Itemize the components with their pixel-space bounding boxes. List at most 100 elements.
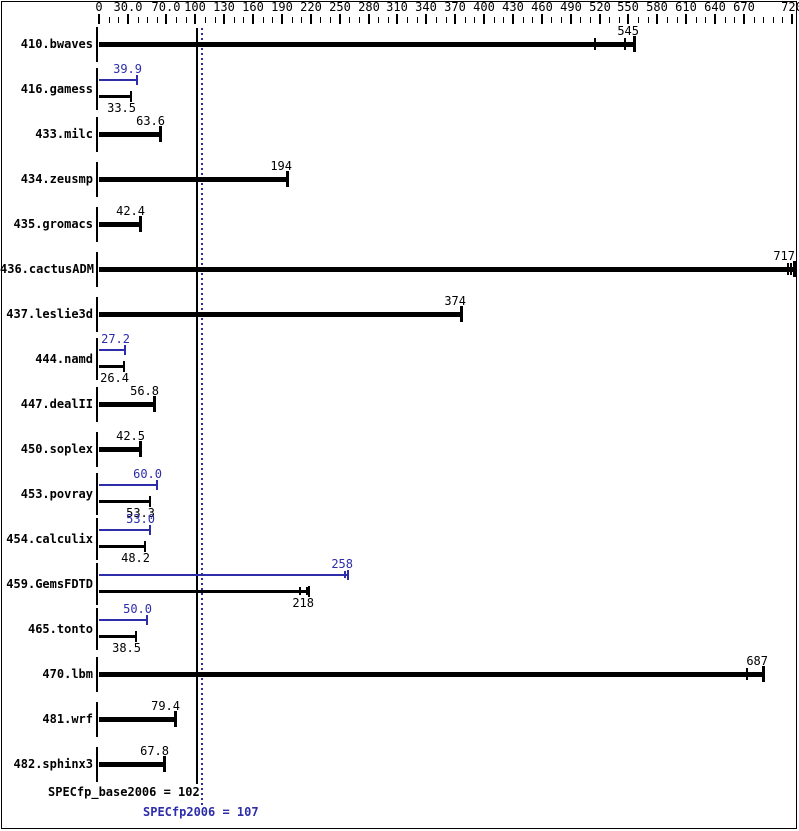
x-axis-tick xyxy=(320,17,321,23)
x-axis-tick xyxy=(677,17,678,23)
peak-value-label: 39.9 xyxy=(113,62,142,76)
x-axis-tick xyxy=(205,17,206,23)
base-run-tick xyxy=(299,587,301,595)
x-axis-tick xyxy=(648,17,649,23)
peak-end-tick xyxy=(347,570,349,580)
x-axis-tick xyxy=(667,17,668,23)
x-axis-tick xyxy=(619,17,620,23)
x-axis-tick xyxy=(301,17,302,23)
x-axis-tick xyxy=(743,14,745,24)
x-axis-tick xyxy=(609,17,610,23)
x-axis-label: 30.0 xyxy=(113,0,143,14)
base-end-tick xyxy=(460,306,463,322)
x-axis-label: 0 xyxy=(95,0,103,14)
base-value-label: 218 xyxy=(292,596,314,610)
x-axis-label: 160 xyxy=(242,0,264,14)
base-value-label: 63.6 xyxy=(136,114,165,128)
benchmark-label: 437.leslie3d xyxy=(6,307,93,321)
x-axis-tick xyxy=(656,14,658,24)
peak-end-tick xyxy=(146,615,148,625)
row-baseline xyxy=(96,747,98,782)
x-axis-label: 670 xyxy=(733,0,755,14)
base-end-tick xyxy=(123,361,125,372)
base-end-tick xyxy=(139,441,142,457)
base-bar xyxy=(99,95,131,98)
base-value-label: 56.8 xyxy=(130,384,159,398)
base-bar xyxy=(99,762,164,767)
row-baseline xyxy=(96,297,98,332)
benchmark-label: 447.dealII xyxy=(20,397,93,411)
x-axis-tick xyxy=(118,17,119,23)
x-axis-tick xyxy=(561,17,562,23)
x-axis-label: 460 xyxy=(531,0,553,14)
base-value-label: 194 xyxy=(270,159,292,173)
x-axis-label: 250 xyxy=(329,0,351,14)
specfp-base-score: SPECfp_base2006 = 102 xyxy=(48,785,200,799)
x-axis-tick xyxy=(734,17,735,23)
row-baseline xyxy=(96,518,98,560)
x-axis-tick xyxy=(446,17,447,23)
x-axis-label: 340 xyxy=(415,0,437,14)
row-baseline xyxy=(96,68,98,110)
benchmark-label: 454.calculix xyxy=(6,532,93,546)
x-axis-tick xyxy=(378,17,379,23)
base-bar xyxy=(99,672,763,677)
base-end-tick xyxy=(139,216,142,232)
benchmark-label: 453.povray xyxy=(20,487,93,501)
x-axis-tick xyxy=(147,17,148,23)
base-run-tick xyxy=(790,263,792,275)
benchmark-label: 450.soplex xyxy=(20,442,93,456)
base-value-label: 26.4 xyxy=(100,371,129,385)
x-axis-tick xyxy=(773,17,774,23)
peak-score-reference-line xyxy=(201,28,203,806)
base-value-label: 717 xyxy=(773,249,795,263)
benchmark-label: 434.zeusmp xyxy=(20,172,93,186)
x-axis-tick xyxy=(127,14,129,24)
x-axis-tick xyxy=(551,17,552,23)
base-value-label: 79.4 xyxy=(151,699,180,713)
benchmark-label: 410.bwaves xyxy=(20,37,93,51)
x-axis-tick xyxy=(696,17,697,23)
x-axis-label: 520 xyxy=(589,0,611,14)
x-axis-tick xyxy=(425,14,427,24)
peak-value-label: 50.0 xyxy=(123,602,152,616)
x-axis-tick xyxy=(349,17,350,23)
benchmark-label: 416.gamess xyxy=(20,82,93,96)
x-axis-tick xyxy=(454,14,456,24)
x-axis-label: 610 xyxy=(675,0,697,14)
row-baseline xyxy=(96,563,98,605)
x-axis-tick xyxy=(339,14,341,24)
base-bar xyxy=(99,402,154,407)
x-axis-tick xyxy=(791,14,793,24)
peak-value-label: 53.0 xyxy=(126,512,155,526)
peak-end-tick xyxy=(136,75,138,85)
x-axis-tick xyxy=(436,17,437,23)
x-axis-label: 720 xyxy=(781,0,799,14)
benchmark-label: 444.namd xyxy=(35,352,93,366)
x-axis-tick xyxy=(186,17,187,23)
x-axis-tick xyxy=(252,14,254,24)
row-baseline xyxy=(96,387,98,422)
base-end-tick xyxy=(159,126,162,142)
base-end-tick xyxy=(174,711,177,727)
x-axis-tick xyxy=(523,17,524,23)
benchmark-label: 433.milc xyxy=(35,127,93,141)
x-axis-tick xyxy=(109,17,110,23)
x-axis-tick xyxy=(590,17,591,23)
x-axis-tick xyxy=(638,17,639,23)
peak-end-tick xyxy=(149,525,151,535)
base-value-label: 67.8 xyxy=(140,744,169,758)
x-axis-tick xyxy=(417,17,418,23)
base-end-tick xyxy=(144,541,146,552)
x-axis-tick xyxy=(234,17,235,23)
base-run-tick xyxy=(594,38,596,50)
x-axis-tick xyxy=(474,17,475,23)
x-axis-tick xyxy=(580,17,581,23)
base-end-tick xyxy=(130,91,132,102)
x-axis-label: 490 xyxy=(560,0,582,14)
base-bar xyxy=(99,177,287,182)
base-value-label: 42.5 xyxy=(116,429,145,443)
